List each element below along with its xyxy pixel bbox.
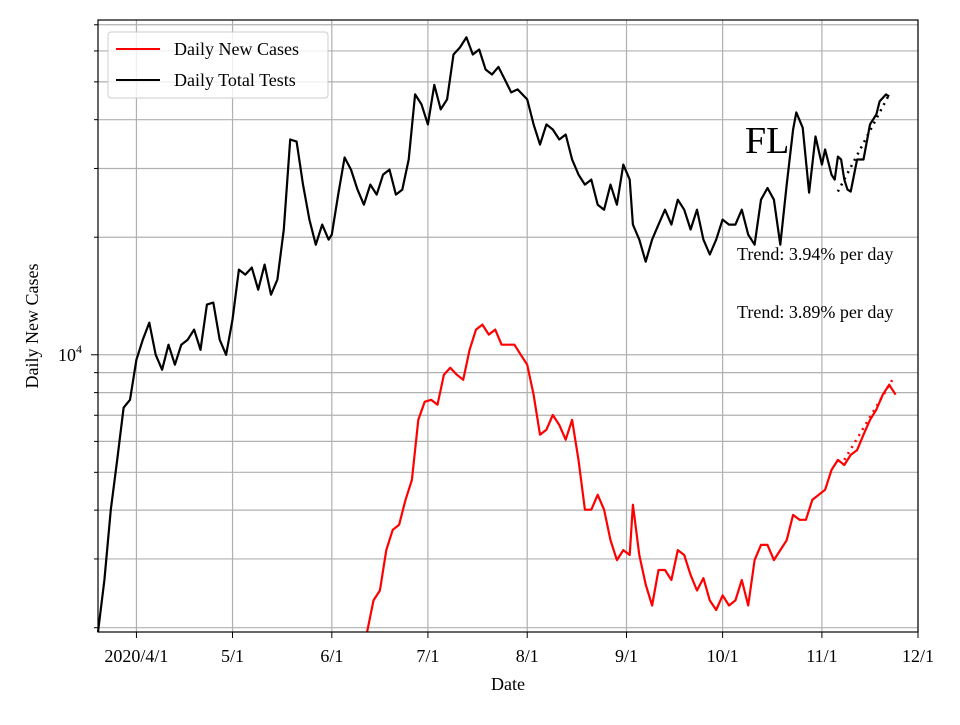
series-line-daily-total-tests — [96, 36, 890, 633]
grid — [98, 20, 919, 632]
x-tick-label: 8/1 — [516, 646, 539, 666]
x-axis-label: Date — [491, 674, 525, 694]
x-tick-label: 5/1 — [221, 646, 244, 666]
x-tick-label: 12/1 — [902, 646, 934, 666]
legend-frame — [107, 31, 329, 99]
y-axis-label: Daily New Cases — [22, 264, 42, 389]
x-tick-label: 7/1 — [416, 646, 439, 666]
trend-line-daily-new-cases — [843, 379, 894, 461]
plot-frame — [97, 19, 919, 633]
trend-annotation-tests: Trend: 3.94% per day — [737, 244, 893, 264]
state-label: FL — [745, 120, 789, 162]
x-tick-label: 11/1 — [806, 646, 837, 666]
trend-line-daily-total-tests — [836, 93, 891, 193]
x-tick-label: 10/1 — [707, 646, 739, 666]
x-tick-label: 6/1 — [320, 646, 343, 666]
legend-label-tests: Daily Total Tests — [174, 70, 296, 90]
x-tick-label: 9/1 — [615, 646, 638, 666]
trend-annotation-cases: Trend: 3.89% per day — [737, 302, 893, 322]
legend: Daily New Cases Daily Total Tests — [107, 31, 329, 99]
x-tick-label: 2020/4/1 — [104, 646, 168, 666]
series-group — [96, 36, 897, 633]
series-line-daily-new-cases — [366, 323, 897, 633]
legend-label-cases: Daily New Cases — [174, 39, 299, 59]
y-tick-exponent: 4 — [76, 342, 82, 356]
